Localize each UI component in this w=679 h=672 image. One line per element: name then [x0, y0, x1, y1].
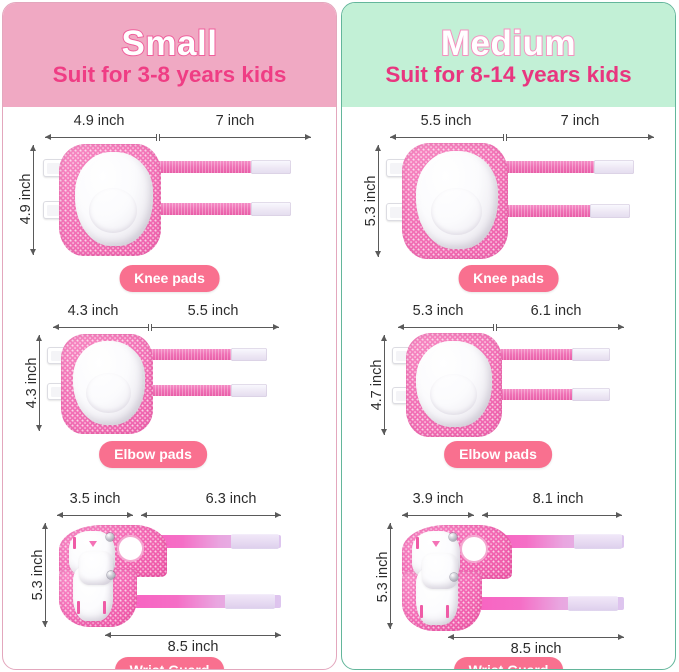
dim-knee-width-medium: 5.5 inch [420, 113, 472, 129]
dim-wrist-height-medium: 5.3 inch [375, 551, 391, 603]
dim-knee-height-small: 4.9 inch [18, 173, 34, 225]
brand-triangle-icon [432, 541, 440, 547]
velcro-patch [251, 202, 291, 216]
dim-wrist-height-small: 5.3 inch [30, 549, 46, 601]
dim-line-knee-width-medium [390, 134, 504, 141]
plate-slit [416, 537, 419, 549]
product-knee-pads-medium: 5.5 inch 7 inch 5.3 inch [342, 107, 675, 299]
suit-text-small: Suit for 3-8 years kids [52, 61, 287, 87]
thumb-hole [460, 535, 488, 563]
wrist-plate-mid [79, 551, 113, 585]
velcro-patch [572, 388, 610, 401]
dim-line-elbow-width-small [53, 324, 149, 331]
velcro-patch [231, 534, 279, 549]
dim-elbow-strap-small: 5.5 inch [187, 303, 239, 319]
velcro-patch [231, 384, 267, 397]
pad-cap [75, 152, 153, 246]
pad-cap [416, 341, 492, 427]
dim-line-knee-height-small [30, 145, 36, 255]
label-elbow-pads-small: Elbow pads [99, 441, 207, 468]
label-knee-pads-small: Knee pads [119, 265, 220, 292]
dim-elbow-width-small: 4.3 inch [67, 303, 119, 319]
product-elbow-pads-medium: 5.3 inch 6.1 inch 4.7 inch [342, 299, 675, 489]
velcro-patch [590, 204, 630, 218]
plate-slit [73, 537, 76, 549]
product-wrist-guard-medium: 3.9 inch 8.1 inch 5.3 inch [342, 489, 675, 669]
dim-knee-width-small: 4.9 inch [73, 113, 125, 129]
plate-slit [446, 605, 449, 618]
pad-cap [416, 151, 498, 249]
dim-elbow-height-small: 4.3 inch [24, 357, 40, 409]
strap-lower-right [143, 385, 261, 396]
dim-line-elbow-strap-small [151, 324, 279, 331]
dim-wrist-total-medium: 8.5 inch [510, 641, 562, 657]
size-label-small: Small [121, 23, 218, 63]
dim-line-wrist-width-small [57, 512, 133, 518]
rivet [107, 571, 115, 579]
plate-slit [77, 601, 80, 614]
plate-slit [420, 605, 423, 618]
size-label-medium: Medium [440, 23, 577, 63]
dim-line-wrist-height-medium [387, 523, 393, 629]
dim-line-knee-strap-medium [506, 134, 654, 141]
dim-wrist-width-small: 3.5 inch [69, 491, 121, 507]
dim-knee-strap-small: 7 inch [215, 113, 255, 129]
velcro-patch [231, 348, 267, 361]
product-knee-pads-small: 4.9 inch 7 inch 4.9 inch [3, 107, 336, 299]
rivet [450, 573, 458, 581]
panel-small: Small Suit for 3-8 years kids 4.9 inch 7… [2, 2, 337, 670]
dim-wrist-strap-small: 6.3 inch [205, 491, 257, 507]
label-wrist-guard-small: Wrist Guard [114, 657, 225, 669]
dim-line-wrist-total-medium [448, 634, 624, 640]
rivet [106, 533, 114, 541]
brand-triangle-icon [89, 541, 97, 547]
panel-small-header: Small Suit for 3-8 years kids [3, 3, 336, 107]
velcro-patch [225, 594, 275, 609]
dim-line-wrist-total-small [105, 632, 281, 638]
label-elbow-pads-medium: Elbow pads [444, 441, 552, 468]
rivet [449, 533, 457, 541]
thumb-hole [117, 535, 144, 562]
dim-line-knee-strap-small [159, 134, 311, 141]
product-elbow-pads-small: 4.3 inch 5.5 inch 4.3 inch [3, 299, 336, 489]
dim-line-wrist-strap-medium [482, 512, 622, 518]
dim-line-elbow-width-medium [398, 324, 494, 331]
dim-line-elbow-height-medium [381, 335, 387, 435]
dim-line-wrist-height-small [42, 523, 48, 627]
dim-wrist-total-small: 8.5 inch [167, 639, 219, 655]
dim-wrist-width-medium: 3.9 inch [412, 491, 464, 507]
product-wrist-guard-small: 3.5 inch 6.3 inch 5.3 inch [3, 489, 336, 669]
dim-line-knee-height-medium [375, 145, 381, 257]
dim-elbow-width-medium: 5.3 inch [412, 303, 464, 319]
dim-knee-strap-medium: 7 inch [560, 113, 600, 129]
velcro-patch [594, 160, 634, 174]
strap-upper-right [488, 349, 608, 360]
dim-line-wrist-strap-small [141, 512, 281, 518]
dim-line-wrist-width-medium [402, 512, 474, 518]
strap-lower-right [488, 389, 608, 400]
dim-elbow-height-medium: 4.7 inch [369, 359, 385, 411]
velcro-patch [572, 348, 610, 361]
velcro-patch [574, 534, 622, 549]
label-knee-pads-medium: Knee pads [458, 265, 559, 292]
dim-line-elbow-height-small [36, 335, 42, 431]
velcro-patch [251, 160, 291, 174]
plate-slit [103, 601, 106, 614]
wrist-plate-mid [422, 553, 458, 589]
dim-line-elbow-strap-medium [496, 324, 624, 331]
dim-wrist-strap-medium: 8.1 inch [532, 491, 584, 507]
suit-text-medium: Suit for 8-14 years kids [385, 61, 632, 87]
label-wrist-guard-medium: Wrist Guard [453, 657, 564, 669]
dim-line-knee-width-small [45, 134, 157, 141]
panel-medium: Medium Suit for 8-14 years kids 5.5 inch… [341, 2, 676, 670]
dim-elbow-strap-medium: 6.1 inch [530, 303, 582, 319]
dim-knee-height-medium: 5.3 inch [363, 175, 379, 227]
panel-medium-header: Medium Suit for 8-14 years kids [342, 3, 675, 107]
pad-cap [73, 341, 145, 425]
strap-upper-right [143, 349, 261, 360]
velcro-patch [568, 596, 618, 611]
